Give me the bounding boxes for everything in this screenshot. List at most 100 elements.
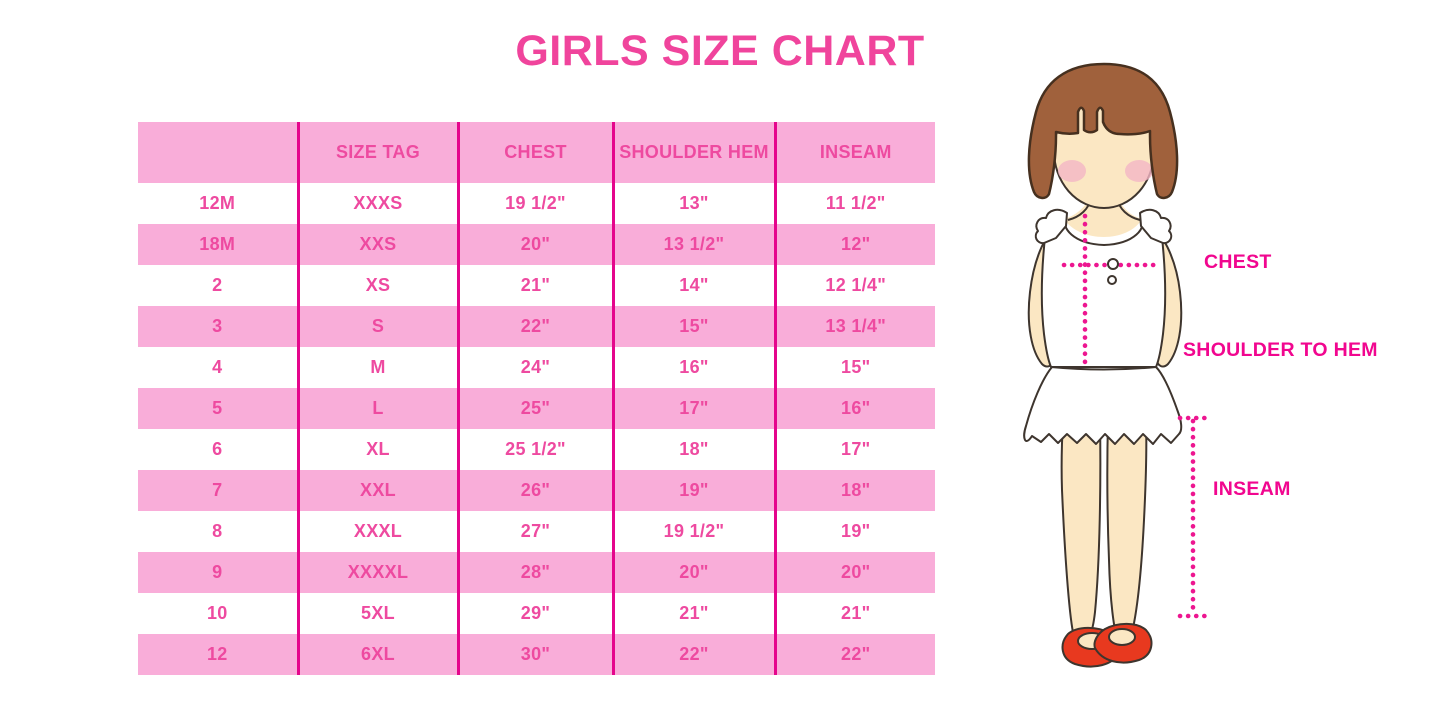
measurement-cell: 13 1/2" <box>611 224 775 265</box>
measurement-cell: XXL <box>296 470 458 511</box>
measurement-cell: 21" <box>611 593 775 634</box>
measurement-cell: 21" <box>456 265 613 306</box>
measurement-cell: 14" <box>611 265 775 306</box>
girl-neck <box>1064 196 1142 237</box>
measurement-cell: 13 1/4" <box>773 306 935 347</box>
measurement-cell: 5XL <box>296 593 458 634</box>
column-header: CHEST <box>456 122 613 183</box>
table-row: 4 M 24" 16" 15" <box>138 347 935 388</box>
measurement-cell: 16" <box>773 388 935 429</box>
girl-waist-seam <box>1050 366 1157 371</box>
measurement-cell: 26" <box>456 470 613 511</box>
table-row: 7 XXL 26" 19" 18" <box>138 470 935 511</box>
measurement-cell: XXS <box>296 224 458 265</box>
size-cell: 12M <box>138 183 298 224</box>
girl-skirt <box>1023 366 1183 445</box>
measurement-cell: 30" <box>456 634 613 675</box>
size-cell: 2 <box>138 265 298 306</box>
measurement-cell: 20" <box>611 552 775 593</box>
table-row: 8 XXXL 27" 19 1/2" 19" <box>138 511 935 552</box>
size-cell: 4 <box>138 347 298 388</box>
measurement-cell: XXXXL <box>296 552 458 593</box>
girl-shoe-right-opening <box>1108 628 1136 646</box>
measurement-cell: 16" <box>611 347 775 388</box>
measurement-cell: XL <box>296 429 458 470</box>
measurement-cell: 12 1/4" <box>773 265 935 306</box>
table-row: 2 XS 21" 14" 12 1/4" <box>138 265 935 306</box>
table-row: 10 5XL 29" 21" 21" <box>138 593 935 634</box>
measurement-cell: 25" <box>456 388 613 429</box>
size-cell: 12 <box>138 634 298 675</box>
girl-shoulder-frill-left <box>1034 208 1068 245</box>
size-cell: 10 <box>138 593 298 634</box>
size-cell: 9 <box>138 552 298 593</box>
measurement-cell: M <box>296 347 458 388</box>
chest-label: CHEST <box>1204 251 1272 273</box>
corner-header-cell <box>138 122 298 183</box>
measurement-cell: 24" <box>456 347 613 388</box>
measurement-cell: 15" <box>611 306 775 347</box>
measurement-cell: 20" <box>773 552 935 593</box>
measurement-cell: 22" <box>611 634 775 675</box>
measurement-cell: 22" <box>456 306 613 347</box>
measurement-cell: 18" <box>611 429 775 470</box>
girl-leg-left <box>1060 419 1102 641</box>
girl-measurement-illustration <box>1023 62 1210 668</box>
girl-shoulder-frill-right <box>1139 208 1173 245</box>
measurement-cell: 12" <box>773 224 935 265</box>
measurement-cell: 11 1/2" <box>773 183 935 224</box>
size-table: SIZE TAG CHEST SHOULDER HEM INSEAM 12M XXXS 1… <box>138 122 935 675</box>
measurement-cell: XXXS <box>296 183 458 224</box>
measurement-cell: 21" <box>773 593 935 634</box>
measurement-cell: 27" <box>456 511 613 552</box>
inseam-label: INSEAM <box>1213 478 1291 500</box>
girl-hair <box>1027 62 1179 200</box>
measurement-cell: 28" <box>456 552 613 593</box>
size-table-body: 12M XXXS 19 1/2" 13" 11 1/2" 18M XXS 20" 13 1/2"… <box>138 183 935 675</box>
page-title: GIRLS SIZE CHART <box>515 27 925 75</box>
table-row: 6 XL 25 1/2" 18" 17" <box>138 429 935 470</box>
measurement-cell: S <box>296 306 458 347</box>
header-row: SIZE TAG CHEST SHOULDER HEM INSEAM <box>138 122 935 183</box>
column-header: INSEAM <box>773 122 935 183</box>
measurement-cell: 19 1/2" <box>456 183 613 224</box>
table-row: 12M XXXS 19 1/2" 13" 11 1/2" <box>138 183 935 224</box>
measurement-cell: 19" <box>611 470 775 511</box>
girl-top <box>1040 214 1167 368</box>
girl-blush-right <box>1125 160 1153 182</box>
table-row: 12 6XL 30" 22" 22" <box>138 634 935 675</box>
measurement-cell: 19 1/2" <box>611 511 775 552</box>
measurement-cell: 18" <box>773 470 935 511</box>
measurement-cell: XXXL <box>296 511 458 552</box>
size-cell: 7 <box>138 470 298 511</box>
girl-blush-left <box>1058 160 1086 182</box>
measurement-cell: 20" <box>456 224 613 265</box>
column-header: SHOULDER HEM <box>611 122 775 183</box>
shirt-button-top <box>1107 258 1119 270</box>
measurement-cell: 25 1/2" <box>456 429 613 470</box>
size-cell: 3 <box>138 306 298 347</box>
table-row: 9 XXXXL 28" 20" 20" <box>138 552 935 593</box>
table-row: 18M XXS 20" 13 1/2" 12" <box>138 224 935 265</box>
shirt-button-bottom <box>1107 275 1117 285</box>
measurement-cell: 17" <box>773 429 935 470</box>
column-header: SIZE TAG <box>296 122 458 183</box>
size-cell: 18M <box>138 224 298 265</box>
measurement-cell: 19" <box>773 511 935 552</box>
table-row: 3 S 22" 15" 13 1/4" <box>138 306 935 347</box>
shoulder-to-hem-label: SHOULDER TO HEM <box>1183 339 1378 361</box>
size-cell: 8 <box>138 511 298 552</box>
measurement-cell: 13" <box>611 183 775 224</box>
size-cell: 5 <box>138 388 298 429</box>
size-table-header: SIZE TAG CHEST SHOULDER HEM INSEAM <box>138 122 935 183</box>
girl-leg-right <box>1106 419 1148 641</box>
size-cell: 6 <box>138 429 298 470</box>
measurement-cell: 17" <box>611 388 775 429</box>
measurement-cell: XS <box>296 265 458 306</box>
measurement-cell: 29" <box>456 593 613 634</box>
measurement-cell: 15" <box>773 347 935 388</box>
table-row: 5 L 25" 17" 16" <box>138 388 935 429</box>
measurement-cell: L <box>296 388 458 429</box>
measurement-cell: 22" <box>773 634 935 675</box>
